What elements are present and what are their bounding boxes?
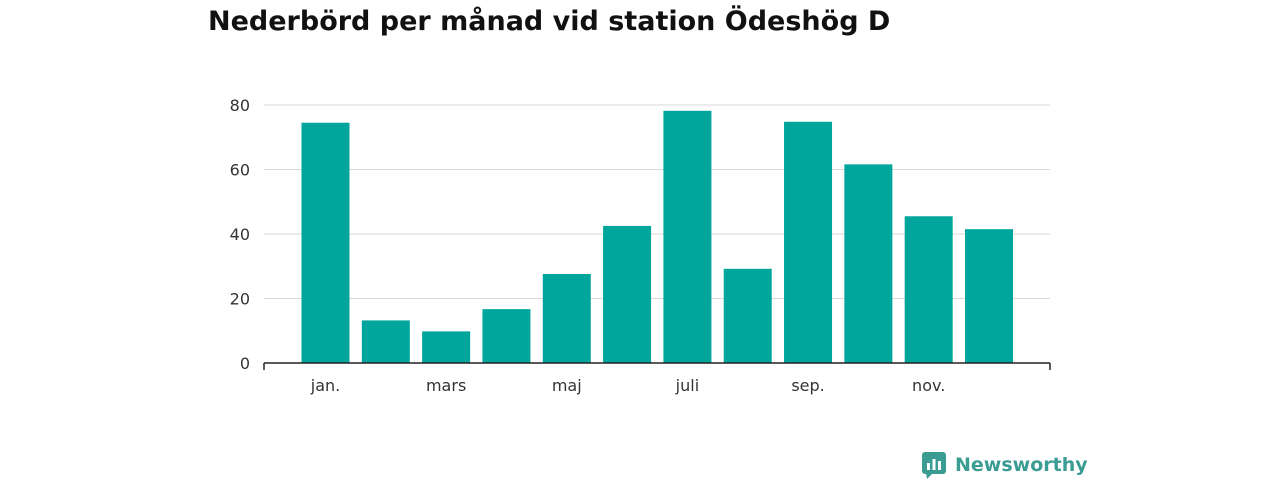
brand-logo: Newsworthy <box>921 450 1088 480</box>
y-tick-label: 80 <box>230 96 250 115</box>
x-tick-label: juli <box>675 376 699 395</box>
x-tick-label: sep. <box>791 376 824 395</box>
y-tick-label: 0 <box>240 354 250 373</box>
bar-8 <box>784 121 833 364</box>
bar-11 <box>965 229 1013 363</box>
bar-4 <box>542 273 591 363</box>
x-tick-label: nov. <box>912 376 945 395</box>
newsworthy-logo-icon <box>922 452 946 479</box>
bar-9 <box>844 164 893 363</box>
bar-3 <box>482 309 531 363</box>
bar-2 <box>422 331 471 363</box>
bar-0 <box>301 122 350 363</box>
bar-7 <box>723 268 772 363</box>
chart-title: Nederbörd per månad vid station Ödeshög … <box>208 6 891 37</box>
bar-10 <box>904 216 953 363</box>
x-tick-label: maj <box>552 376 582 395</box>
y-tick-label: 40 <box>230 225 250 244</box>
y-tick-label: 60 <box>230 161 250 180</box>
bar-5 <box>603 225 652 363</box>
bars <box>301 110 1013 364</box>
y-tick-label: 20 <box>230 290 250 309</box>
bar-6 <box>663 110 712 364</box>
y-axis-ticks: 0 20 40 60 80 <box>230 96 250 373</box>
bar-1 <box>361 320 410 363</box>
x-tick-label: mars <box>426 376 466 395</box>
x-axis-ticks: jan. mars maj juli sep. nov. <box>263 363 1051 395</box>
brand-name: Newsworthy <box>955 454 1088 476</box>
x-tick-label: jan. <box>310 376 340 395</box>
